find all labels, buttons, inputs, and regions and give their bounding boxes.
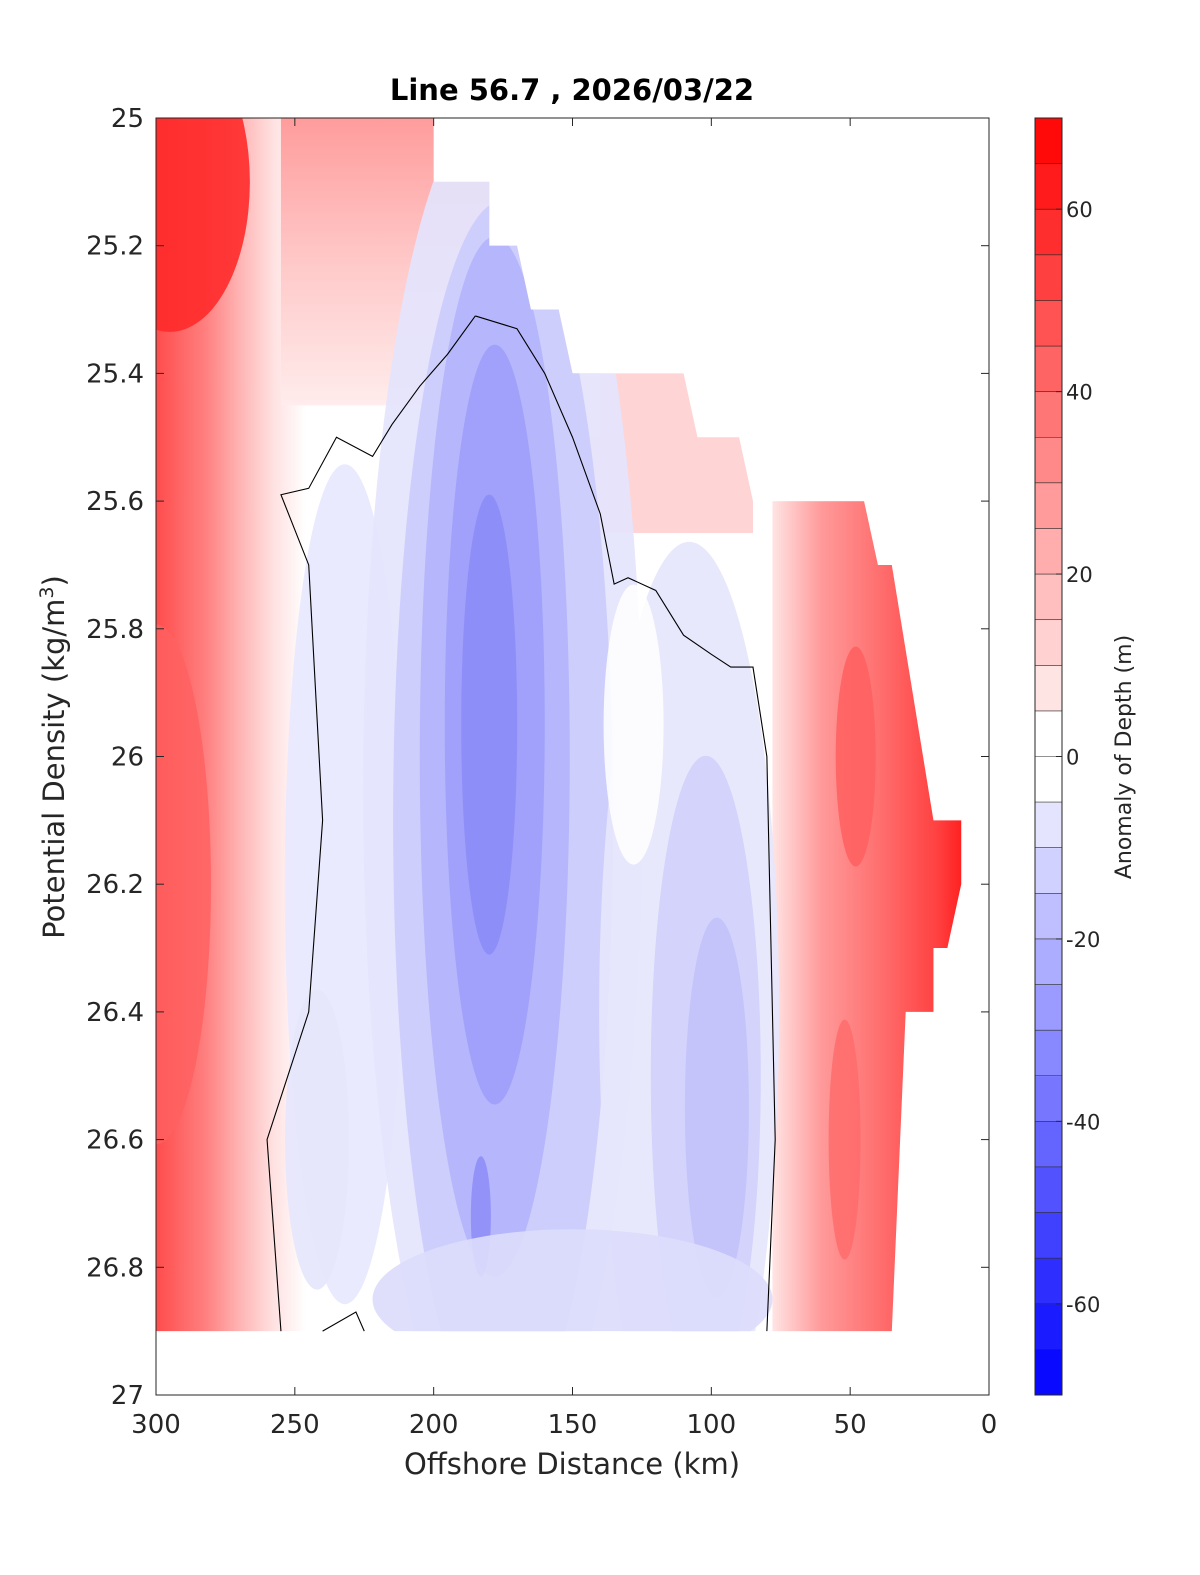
colorbar-tick-label: -60 — [1066, 1293, 1100, 1317]
colorbar-segment — [1035, 1258, 1062, 1305]
x-tick-label: 200 — [409, 1410, 459, 1440]
x-tick-label: 0 — [981, 1410, 998, 1440]
colorbar-segment — [1035, 528, 1062, 575]
coastal-positive-core — [835, 646, 876, 867]
offshore-positive-core — [156, 624, 211, 1145]
colorbar-segment — [1035, 756, 1062, 803]
colorbar-segment — [1035, 1121, 1062, 1168]
x-axis: 300 250 200 150 100 50 0 — [131, 118, 997, 1440]
colorbar-segment — [1035, 437, 1062, 484]
colorbar-segment — [1035, 1212, 1062, 1259]
colorbar-segment — [1035, 1030, 1062, 1077]
colorbar-segment — [1035, 710, 1062, 757]
colorbar-segment — [1035, 391, 1062, 438]
x-tick-label: 100 — [687, 1410, 737, 1440]
chart-title: Line 56.7 , 2026/03/22 — [390, 73, 754, 107]
colorbar-segment — [1035, 118, 1062, 165]
x-tick-label: 50 — [834, 1410, 867, 1440]
colorbar-segment — [1035, 665, 1062, 712]
x-tick-label: 250 — [270, 1410, 320, 1440]
colorbar: 60 40 20 0 -20 -40 -60 — [1034, 117, 1100, 1396]
colorbar-segment — [1035, 893, 1062, 940]
eastern-negative-inner — [684, 917, 749, 1298]
anomaly-field — [156, 118, 962, 1332]
y-axis-label-close: ) — [37, 575, 71, 586]
colorbar-tick-label: -20 — [1066, 928, 1100, 952]
zero-contour-fragment — [322, 1311, 365, 1332]
x-axis-label: Offshore Distance (km) — [404, 1447, 740, 1481]
colorbar-segment — [1035, 984, 1062, 1031]
colorbar-segment — [1035, 938, 1062, 986]
coastal-positive-band — [772, 501, 962, 1332]
y-tick-label: 25.8 — [86, 615, 144, 645]
near-zero-gap — [603, 584, 664, 865]
colorbar-tick-label: 20 — [1066, 563, 1093, 587]
y-tick-label: 26.6 — [86, 1126, 144, 1156]
colorbar-tick-label: 60 — [1066, 198, 1093, 222]
western-negative-deep — [285, 989, 350, 1290]
coastal-positive-core-deep — [828, 1019, 861, 1260]
y-tick-label: 26.2 — [86, 870, 144, 900]
y-tick-label: 25.2 — [86, 232, 144, 262]
y-tick-label: 27 — [111, 1381, 144, 1411]
colorbar-segment — [1035, 209, 1062, 256]
x-tick-label: 150 — [548, 1410, 598, 1440]
colorbar-segment — [1035, 482, 1062, 529]
y-axis-label: Potential Density (kg/m3) — [36, 575, 71, 939]
y-axis-label-main: Potential Density (kg/m — [37, 599, 71, 939]
zero-contour-line — [475, 315, 776, 1332]
y-tick-label: 25.6 — [86, 487, 144, 517]
colorbar-segment — [1035, 300, 1062, 347]
y-tick-label: 25 — [111, 104, 144, 134]
colorbar-segment — [1035, 163, 1062, 210]
colorbar-segment — [1035, 254, 1062, 301]
plot-area — [156, 118, 962, 1332]
colorbar-segment — [1035, 619, 1062, 666]
y-tick-label: 25.4 — [86, 359, 144, 389]
y-tick-label: 26.4 — [86, 998, 144, 1028]
colorbar-segment — [1035, 1349, 1062, 1396]
colorbar-segment — [1035, 847, 1062, 894]
colorbar-segment — [1035, 574, 1062, 621]
colorbar-tick-label: 40 — [1066, 381, 1093, 405]
zero-contour-line-west — [266, 315, 476, 1332]
x-tick-label: 300 — [131, 1410, 181, 1440]
central-negative-core — [461, 494, 518, 955]
colorbar-segment — [1035, 802, 1062, 849]
colorbar-segment — [1035, 1303, 1062, 1350]
colorbar-segment — [1035, 1075, 1062, 1122]
offshore-positive-peak — [156, 118, 250, 332]
colorbar-segment — [1035, 1166, 1062, 1214]
y-axis-label-superscript: 3 — [36, 586, 58, 598]
bottom-negative-band — [372, 1229, 773, 1332]
colorbar-label: Anomaly of Depth (m) — [1112, 635, 1137, 879]
colorbar-segment — [1035, 346, 1062, 393]
colorbar-tick-label: 0 — [1066, 746, 1079, 770]
y-tick-label: 26.8 — [86, 1253, 144, 1283]
y-tick-label: 26 — [111, 743, 144, 773]
colorbar-tick-label: -40 — [1066, 1110, 1100, 1134]
y-axis: 25 25.2 25.4 25.6 25.8 26 26.2 26.4 26.6 26.8 27 — [86, 104, 989, 1411]
